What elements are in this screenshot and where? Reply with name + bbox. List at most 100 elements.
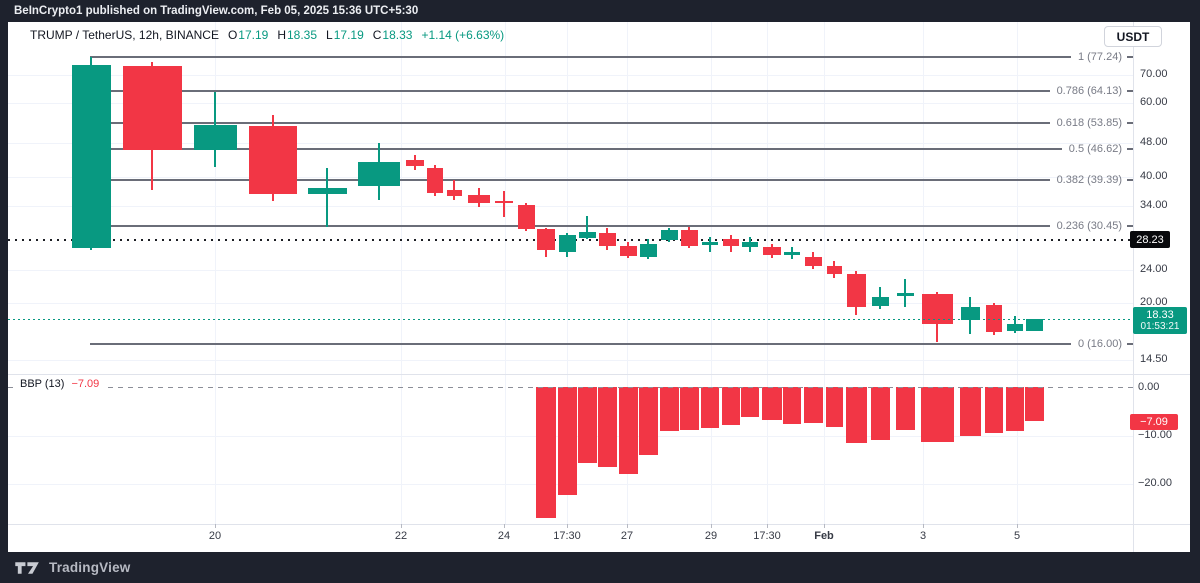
bbp-histogram-bar[interactable] [558, 387, 577, 495]
candle[interactable] [872, 297, 889, 306]
time-tick-label: 20 [208, 530, 222, 542]
candle-wick [586, 216, 588, 239]
bbp-histogram-bar[interactable] [619, 387, 638, 474]
candle[interactable] [847, 274, 866, 307]
bbp-histogram-bar[interactable] [639, 387, 658, 455]
candle[interactable] [447, 190, 462, 196]
candle[interactable] [723, 239, 739, 246]
candle[interactable] [579, 232, 596, 238]
fib-level-label: 0.236 (30.45) [1056, 220, 1122, 232]
candle[interactable] [1026, 319, 1043, 331]
time-tick-mark [923, 524, 924, 528]
candle[interactable] [784, 252, 800, 255]
candle[interactable] [640, 244, 657, 257]
last-price-dotted-line [8, 319, 1133, 320]
price-tick-label: 14.50 [1140, 353, 1168, 365]
candle[interactable] [537, 229, 555, 250]
price-tick-label: 24.00 [1140, 263, 1168, 275]
time-tick-label: 22 [394, 530, 408, 542]
pane-separator[interactable] [8, 374, 1190, 375]
fib-level-line[interactable] [90, 122, 1050, 124]
symbol-title[interactable]: TRUMP / TetherUS, 12h, BINANCE [30, 27, 219, 42]
bbp-histogram-bar[interactable] [536, 387, 556, 518]
time-axis-separator[interactable] [8, 524, 1190, 525]
candle[interactable] [406, 160, 424, 166]
ohlc-low: L 17.19 [326, 27, 364, 42]
candle[interactable] [468, 195, 490, 203]
bbp-histogram-bar[interactable] [701, 387, 719, 428]
candle[interactable] [805, 257, 822, 266]
fib-level-label: 0.786 (64.13) [1056, 85, 1122, 97]
indicator-value-badge: −7.09 [1130, 414, 1178, 430]
publish-attribution-bar: BeInCrypto1 published on TradingView.com… [0, 0, 1200, 22]
candle[interactable] [1007, 324, 1023, 331]
tradingview-logo-icon[interactable] [14, 560, 42, 576]
candle[interactable] [661, 230, 678, 240]
fib-level-line[interactable] [90, 179, 1050, 181]
change-value: +1.14 (+6.63%) [421, 27, 505, 42]
time-tick-label: Feb [814, 530, 834, 542]
price-tick-label: 34.00 [1140, 199, 1168, 211]
bbp-histogram-bar[interactable] [762, 387, 782, 420]
indicator-tick-label: 0.00 [1138, 381, 1160, 393]
candle[interactable] [123, 66, 182, 150]
indicator-value: −7.09 [71, 378, 100, 390]
horizontal-gridline [8, 270, 1133, 271]
bbp-histogram-bar[interactable] [1025, 387, 1044, 421]
candle[interactable] [763, 247, 781, 255]
candle[interactable] [308, 188, 347, 194]
bbp-histogram-bar[interactable] [660, 387, 679, 431]
candle[interactable] [620, 246, 637, 256]
candle[interactable] [827, 266, 842, 274]
candle[interactable] [681, 230, 698, 246]
bbp-histogram-bar[interactable] [680, 387, 699, 430]
bbp-histogram-bar[interactable] [804, 387, 823, 423]
bbp-histogram-bar[interactable] [1006, 387, 1024, 431]
bbp-histogram-bar[interactable] [722, 387, 740, 425]
fib-level-label: 0.382 (39.39) [1056, 174, 1122, 186]
bbp-histogram-bar[interactable] [846, 387, 867, 443]
price-axis-separator[interactable] [1133, 22, 1134, 552]
fib-level-line[interactable] [90, 90, 1050, 92]
candle[interactable] [897, 293, 914, 296]
ohlc-high: H 18.35 [277, 27, 318, 42]
candle[interactable] [599, 233, 616, 246]
candle[interactable] [702, 242, 718, 245]
horizontal-gridline [8, 75, 1133, 76]
time-tick-mark [767, 524, 768, 528]
candle[interactable] [249, 126, 297, 194]
bbp-histogram-bar[interactable] [985, 387, 1003, 433]
indicator-name[interactable]: BBP (13) [20, 378, 65, 390]
bbp-histogram-bar[interactable] [896, 387, 915, 430]
time-tick-mark [215, 524, 216, 528]
price-tick-label: 48.00 [1140, 136, 1168, 148]
candle[interactable] [194, 125, 237, 150]
candle[interactable] [72, 65, 111, 248]
bbp-histogram-bar[interactable] [871, 387, 890, 440]
footer-brand-bar: TradingView [0, 552, 1200, 583]
bbp-histogram-bar[interactable] [598, 387, 617, 467]
candle[interactable] [986, 305, 1002, 332]
fib-level-line[interactable] [90, 225, 1050, 227]
fib-level-row: 0.236 (30.45) [90, 218, 1133, 234]
bbp-histogram-bar[interactable] [741, 387, 759, 417]
currency-toggle-button[interactable]: USDT [1104, 26, 1162, 47]
bbp-histogram-bar[interactable] [783, 387, 801, 424]
tradingview-brand-text[interactable]: TradingView [49, 560, 131, 575]
candle[interactable] [742, 242, 758, 247]
bbp-histogram-bar[interactable] [826, 387, 843, 427]
bbp-histogram-bar[interactable] [578, 387, 597, 463]
candle[interactable] [518, 205, 535, 229]
candle[interactable] [358, 162, 400, 186]
candle[interactable] [427, 168, 443, 193]
candle[interactable] [495, 201, 513, 203]
bbp-histogram-bar[interactable] [960, 387, 981, 436]
bbp-histogram-bar[interactable] [921, 387, 954, 442]
candle[interactable] [559, 235, 576, 252]
price-tick-label: 60.00 [1140, 96, 1168, 108]
time-tick-mark [504, 524, 505, 528]
candle[interactable] [961, 307, 980, 320]
vertical-gridline [401, 22, 402, 524]
publish-attribution-text[interactable]: BeInCrypto1 published on TradingView.com… [14, 5, 419, 17]
